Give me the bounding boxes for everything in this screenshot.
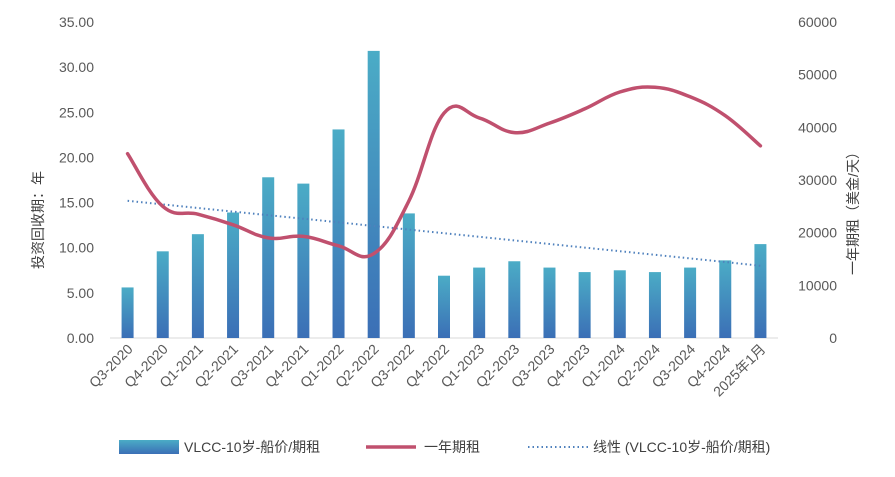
right-axis-ticks: 0 10000 20000 30000 40000 50000 60000 [798,14,837,346]
left-tick-label: 0.00 [67,330,94,346]
right-tick-label: 40000 [798,119,837,135]
bar [543,267,556,338]
left-tick-label: 25.00 [59,104,94,120]
right-axis-title: 一年期租（美金/天） [845,145,861,275]
left-tick-label: 20.00 [59,149,94,165]
right-tick-label: 30000 [798,172,837,188]
bar [578,272,591,338]
legend-bar-label: VLCC-10岁-船价/期租 [184,439,320,455]
line-one-year-charter [125,85,763,259]
left-tick-label: 15.00 [59,195,94,211]
bar [473,267,486,338]
bar [508,261,521,338]
right-tick-label: 50000 [798,67,837,83]
left-axis-title: 投资回收期：年 [30,171,46,269]
bar [227,212,240,338]
legend: VLCC-10岁-船价/期租 一年期租 线性 (VLCC-10岁-船价/期租) [119,439,770,455]
bar [402,213,415,338]
left-tick-label: 5.00 [67,285,94,301]
bar [332,129,345,338]
bar [613,270,626,338]
bar [367,50,380,339]
bar-series [121,50,767,339]
trendline [127,199,761,267]
bar [191,234,204,338]
bar [121,287,134,338]
bar [719,260,732,338]
right-tick-label: 60000 [798,14,837,30]
bar [754,244,767,338]
legend-bar-swatch [119,440,179,454]
legend-trend-label: 线性 (VLCC-10岁-船价/期租) [593,439,770,455]
bar [438,275,450,338]
left-axis-ticks: 0.00 5.00 10.00 15.00 20.00 25.00 30.00 35.00 [59,14,94,346]
legend-line-label: 一年期租 [424,439,480,455]
bar [648,272,661,338]
line-series [125,85,763,259]
left-tick-label: 35.00 [59,14,94,30]
bar [262,177,275,338]
left-tick-label: 10.00 [59,240,94,256]
bar [156,251,169,338]
x-axis-ticks: Q3-2020Q4-2020Q1-2021Q2-2021Q3-2021Q4-20… [86,341,769,400]
bar [684,267,697,338]
right-tick-label: 0 [829,330,837,346]
right-tick-label: 20000 [798,225,837,241]
trendline-series [127,199,761,267]
left-tick-label: 30.00 [59,59,94,75]
bar [297,183,310,338]
right-tick-label: 10000 [798,277,837,293]
